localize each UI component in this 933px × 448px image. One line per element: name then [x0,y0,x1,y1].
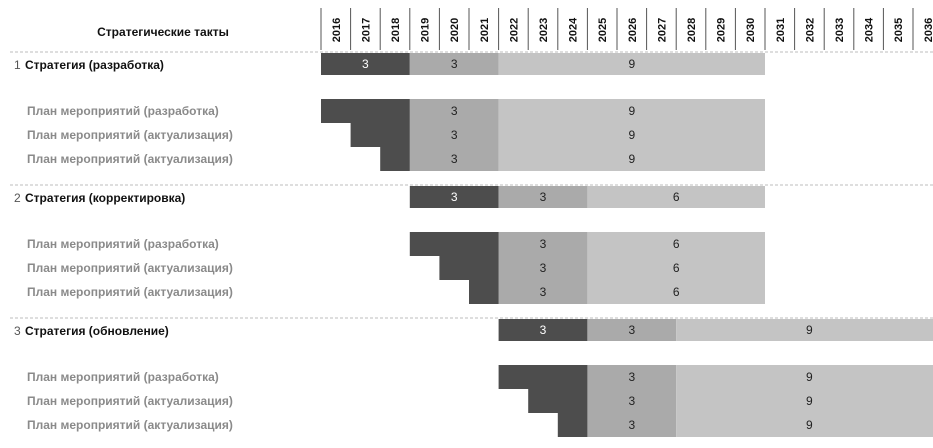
plan-name: План мероприятий (разработка) [27,370,219,384]
plan-name: План мероприятий (актуализация) [27,418,233,432]
plan-dark-segment [557,413,588,437]
year-label: 2025 [597,18,609,42]
year-header: 2016 2017 2018 2019 2020 2021 2022 2023 2024 2025… [320,8,933,50]
year-label: 2035 [893,18,905,42]
segment-label: 3 [540,323,547,337]
year-label: 2023 [538,18,550,42]
timeline-segment [498,319,588,341]
year-label: 2016 [331,18,343,42]
year-label: 2032 [804,18,816,42]
plan-segment [409,99,499,171]
timeline-segment [498,53,765,75]
timeline-segment [587,186,765,208]
timeline-segment [587,319,677,341]
plan-dark-segment [469,280,499,304]
plan-dark-segment [528,389,588,413]
year-label: 2024 [568,17,580,42]
group-name: Стратегия (разработка) [25,58,164,72]
plan-segment-label: 9 [628,104,635,118]
group-name: Стратегия (обновление) [25,324,169,338]
plan-name: План мероприятий (актуализация) [27,285,233,299]
year-label: 2026 [627,18,639,42]
segment-label: 3 [451,190,458,204]
plan-segment-label: 3 [628,418,635,432]
group-number: 3 [14,324,21,338]
plan-dark-segment [498,365,588,389]
timeline-segment [409,186,499,208]
segment-label: 6 [673,190,680,204]
plan-dark-segment [409,232,499,256]
year-label: 2020 [449,18,461,42]
timeline-segment [409,53,499,75]
year-label: 2022 [508,18,520,42]
year-label: 2031 [775,18,787,42]
plan-name: План мероприятий (актуализация) [27,152,233,166]
plan-segment-label: 9 [806,418,813,432]
plan-dark-segment [380,147,410,171]
plan-segment-label: 3 [540,261,547,275]
group-name: Стратегия (корректировка) [25,191,185,205]
plan-segment-label: 9 [806,394,813,408]
year-label: 2019 [420,18,432,42]
plan-segment-label: 3 [451,152,458,166]
segment-label: 3 [451,57,458,71]
plan-name: План мероприятий (разработка) [27,237,219,251]
strategy-group: 2 Стратегия (корректировка) 3 3 6 План меропр… [10,184,933,304]
year-label: 2034 [864,17,876,42]
plan-segment-label: 3 [628,370,635,384]
year-label: 2027 [656,18,668,42]
segment-label: 3 [362,57,369,71]
plan-segment-label: 6 [673,285,680,299]
year-label: 2029 [716,18,728,42]
year-label: 2018 [390,18,402,42]
plan-segment [587,232,765,304]
plan-segment-label: 3 [628,394,635,408]
segment-label: 3 [628,323,635,337]
year-label: 2021 [479,18,491,42]
plan-dark-segment [350,123,410,147]
chart-title: Стратегические такты [97,25,229,39]
plan-segment [498,232,588,304]
timeline-rows: 1 Стратегия (разработка) 3 3 9 План мероприят… [10,51,933,437]
plan-dark-segment [439,256,499,280]
plan-segment [587,365,677,437]
segment-label: 9 [628,57,635,71]
year-label: 2033 [834,18,846,42]
plan-name: План мероприятий (разработка) [27,104,219,118]
plan-segment-label: 9 [628,152,635,166]
plan-segment [676,365,933,437]
year-label: 2028 [686,18,698,42]
plan-name: План мероприятий (актуализация) [27,394,233,408]
plan-segment-label: 6 [673,237,680,251]
plan-segment-label: 9 [628,128,635,142]
plan-segment-label: 3 [451,128,458,142]
year-label: 2017 [360,18,372,42]
plan-dark-segment [321,99,410,123]
timeline-segment [321,53,410,75]
plan-segment-label: 6 [673,261,680,275]
plan-segment-label: 9 [806,370,813,384]
plan-name: План мероприятий (актуализация) [27,128,233,142]
timeline-segment [676,319,933,341]
strategy-group: 3 Стратегия (обновление) 3 3 9 План мероприят… [10,317,933,437]
group-number: 1 [14,58,21,72]
plan-segment-label: 3 [540,237,547,251]
segment-label: 3 [540,190,547,204]
segment-label: 9 [806,323,813,337]
year-label: 2030 [745,18,757,42]
strategy-group: 1 Стратегия (разработка) 3 3 9 План мероприят… [10,51,933,171]
timeline-segment [498,186,588,208]
plan-segment-label: 3 [451,104,458,118]
plan-segment-label: 3 [540,285,547,299]
group-number: 2 [14,191,21,205]
year-label: 2036 [923,18,933,42]
plan-name: План мероприятий (актуализация) [27,261,233,275]
plan-segment [498,99,765,171]
